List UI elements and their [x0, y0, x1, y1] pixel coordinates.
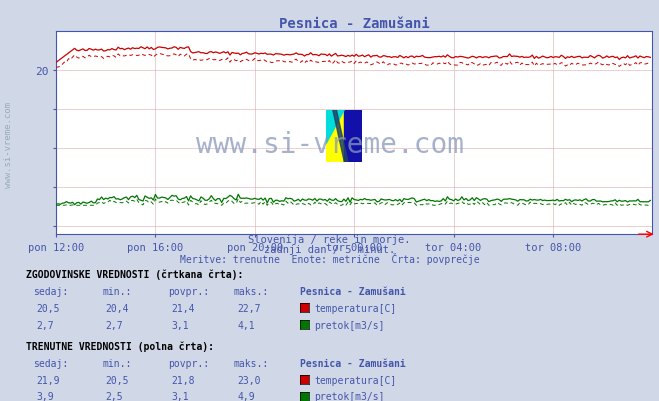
Text: 3,1: 3,1 [171, 391, 189, 401]
Text: pretok[m3/s]: pretok[m3/s] [314, 391, 385, 401]
Text: 21,4: 21,4 [171, 303, 195, 313]
Text: Slovenija / reke in morje.: Slovenija / reke in morje. [248, 235, 411, 245]
Text: zadnji dan / 5 minut.: zadnji dan / 5 minut. [264, 245, 395, 255]
Text: TRENUTNE VREDNOSTI (polna črta):: TRENUTNE VREDNOSTI (polna črta): [26, 340, 214, 351]
Polygon shape [344, 110, 362, 162]
Polygon shape [333, 110, 348, 162]
Title: Pesnica - Zamušani: Pesnica - Zamušani [279, 17, 430, 31]
Text: 20,5: 20,5 [36, 303, 60, 313]
Text: 2,7: 2,7 [105, 320, 123, 330]
Text: 20,4: 20,4 [105, 303, 129, 313]
Text: povpr.:: povpr.: [168, 286, 209, 296]
Text: 23,0: 23,0 [237, 375, 261, 385]
Text: maks.:: maks.: [234, 286, 269, 296]
Polygon shape [326, 110, 344, 144]
Text: pretok[m3/s]: pretok[m3/s] [314, 320, 385, 330]
Text: 2,7: 2,7 [36, 320, 54, 330]
Text: www.si-vreme.com: www.si-vreme.com [4, 101, 13, 187]
Text: 2,5: 2,5 [105, 391, 123, 401]
Text: min.:: min.: [102, 358, 132, 368]
Text: 21,9: 21,9 [36, 375, 60, 385]
Text: sedaj:: sedaj: [33, 358, 68, 368]
Text: 20,5: 20,5 [105, 375, 129, 385]
Text: Pesnica - Zamušani: Pesnica - Zamušani [300, 286, 405, 296]
Text: Meritve: trenutne  Enote: metrične  Črta: povprečje: Meritve: trenutne Enote: metrične Črta: … [180, 253, 479, 265]
Text: sedaj:: sedaj: [33, 286, 68, 296]
Text: min.:: min.: [102, 286, 132, 296]
Text: 4,1: 4,1 [237, 320, 255, 330]
Text: temperatura[C]: temperatura[C] [314, 303, 397, 313]
Text: maks.:: maks.: [234, 358, 269, 368]
Text: www.si-vreme.com: www.si-vreme.com [196, 130, 463, 158]
Text: ZGODOVINSKE VREDNOSTI (črtkana črta):: ZGODOVINSKE VREDNOSTI (črtkana črta): [26, 269, 244, 279]
Text: Pesnica - Zamušani: Pesnica - Zamušani [300, 358, 405, 368]
Text: povpr.:: povpr.: [168, 358, 209, 368]
Text: 3,9: 3,9 [36, 391, 54, 401]
Text: 22,7: 22,7 [237, 303, 261, 313]
Text: 4,9: 4,9 [237, 391, 255, 401]
Text: 3,1: 3,1 [171, 320, 189, 330]
Text: 21,8: 21,8 [171, 375, 195, 385]
Text: temperatura[C]: temperatura[C] [314, 375, 397, 385]
Polygon shape [326, 110, 344, 162]
